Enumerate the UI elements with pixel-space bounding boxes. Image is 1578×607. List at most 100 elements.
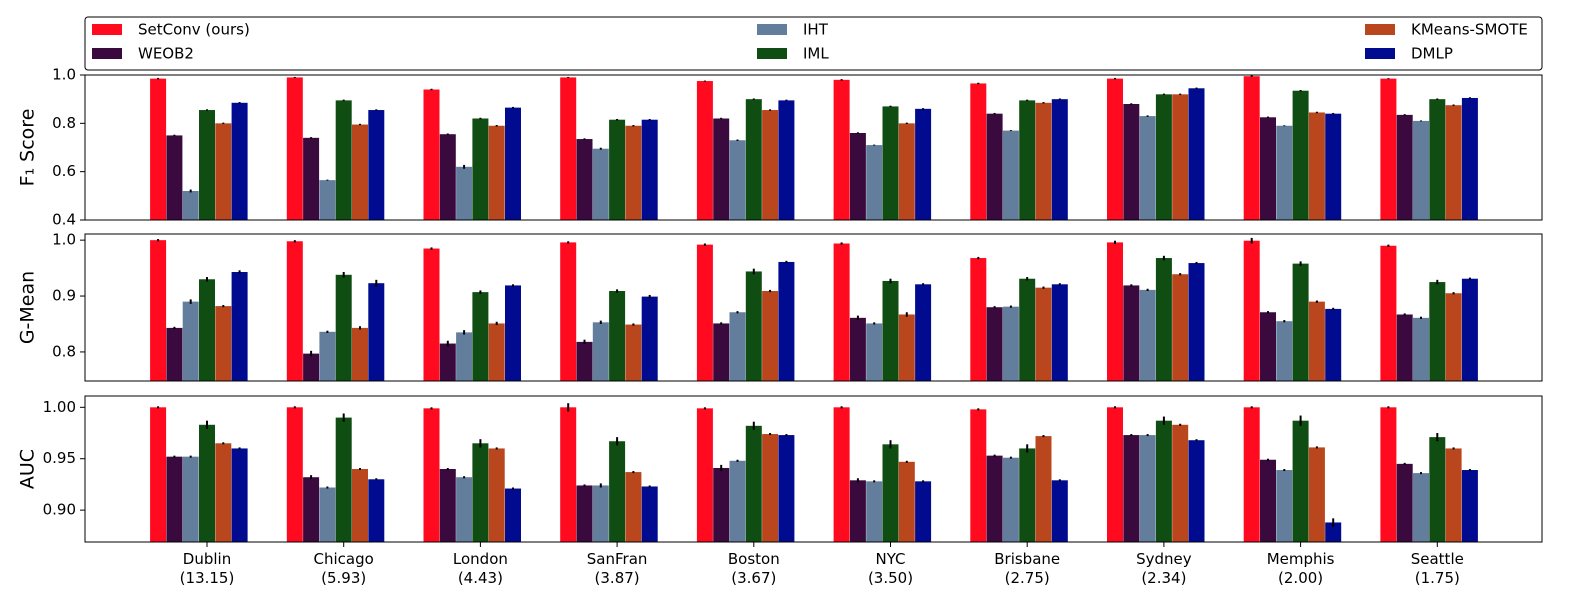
legend-label: KMeans-SMOTE: [1411, 21, 1528, 39]
bar: [1139, 116, 1156, 220]
bar: [1260, 312, 1276, 381]
y-tick-label: 0.90: [43, 501, 76, 519]
bar: [1413, 317, 1429, 381]
bar: [1308, 301, 1325, 381]
bar: [696, 81, 713, 221]
y-tick-label: 0.4: [52, 211, 76, 229]
bar: [1276, 125, 1293, 220]
bar: [1035, 436, 1052, 542]
bar: [1019, 278, 1036, 381]
bar: [915, 481, 932, 542]
bar: [286, 77, 303, 221]
bar: [199, 279, 215, 381]
bar: [352, 469, 368, 542]
bar: [215, 123, 232, 220]
bar: [609, 441, 626, 542]
bar: [778, 100, 795, 220]
bar: [1396, 114, 1413, 220]
bar: [729, 312, 746, 381]
legend-label: DMLP: [1411, 45, 1453, 63]
bar: [1445, 105, 1462, 220]
bar: [592, 148, 609, 220]
y-tick-label: 0.9: [52, 287, 76, 305]
bar: [1139, 289, 1156, 381]
bar: [182, 456, 199, 542]
bar: [1019, 100, 1036, 220]
legend-label: IML: [803, 45, 829, 63]
bar: [866, 481, 883, 542]
bar: [286, 241, 303, 381]
legend-frame: [84, 16, 1543, 71]
plot-frame: [84, 233, 1543, 382]
bar: [745, 271, 762, 381]
bar: [1276, 321, 1293, 381]
legend-swatch: [92, 48, 122, 59]
bar: [1380, 78, 1397, 220]
bar: [1396, 314, 1413, 381]
bar: [745, 425, 762, 542]
bar: [505, 107, 521, 220]
bar: [335, 100, 352, 220]
bar: [986, 307, 1003, 381]
bar: [423, 408, 440, 542]
bar: [560, 242, 577, 381]
bar: [1325, 522, 1342, 542]
bar: [849, 133, 866, 220]
bar: [625, 125, 642, 220]
bar: [1188, 88, 1205, 221]
plot-frame: [84, 74, 1543, 221]
bar: [641, 119, 658, 220]
bar: [898, 461, 915, 542]
x-tick-label: Memphis (2.00): [1266, 550, 1335, 587]
bar: [1051, 99, 1068, 220]
bar: [231, 448, 248, 542]
bar: [778, 261, 795, 381]
bar: [560, 407, 577, 542]
bar: [609, 119, 626, 220]
bar: [505, 488, 521, 542]
bar: [1155, 420, 1172, 542]
bar: [472, 118, 489, 220]
bar: [423, 89, 440, 220]
legend-label: IHT: [803, 21, 829, 39]
bar: [231, 102, 248, 220]
bar: [439, 134, 456, 220]
bar: [729, 140, 746, 220]
bar: [1461, 278, 1478, 381]
bar: [625, 472, 642, 542]
bar: [1002, 306, 1019, 381]
bar: [696, 408, 713, 542]
y-tick-label: 0.95: [43, 449, 76, 467]
plot-frame: [84, 395, 1543, 543]
bar: [150, 78, 167, 220]
bar: [576, 139, 593, 220]
bar: [1461, 97, 1478, 220]
bar: [915, 284, 932, 381]
bar: [1172, 424, 1189, 542]
y-axis-label: AUC: [17, 449, 39, 489]
bar: [303, 477, 320, 542]
bar: [199, 424, 215, 542]
y-axis-label: F₁ Score: [17, 109, 39, 187]
bar: [1308, 447, 1325, 542]
bar: [1172, 274, 1189, 381]
bar: [1276, 470, 1293, 542]
bar: [182, 301, 199, 381]
bar: [488, 323, 505, 381]
bar: [1380, 245, 1397, 381]
bar: [866, 145, 883, 220]
bar: [1292, 263, 1309, 381]
bar: [1243, 240, 1260, 381]
bar: [641, 486, 658, 542]
bar: [199, 110, 215, 220]
x-tick-label: Chicago (5.93): [313, 550, 374, 587]
bar: [849, 480, 866, 542]
bar: [1413, 120, 1429, 220]
bar: [970, 83, 987, 220]
bar: [560, 77, 577, 221]
bar: [215, 443, 232, 542]
bar: [592, 485, 609, 542]
x-tick-label: Dublin (13.15): [179, 550, 235, 587]
bar: [986, 455, 1003, 542]
